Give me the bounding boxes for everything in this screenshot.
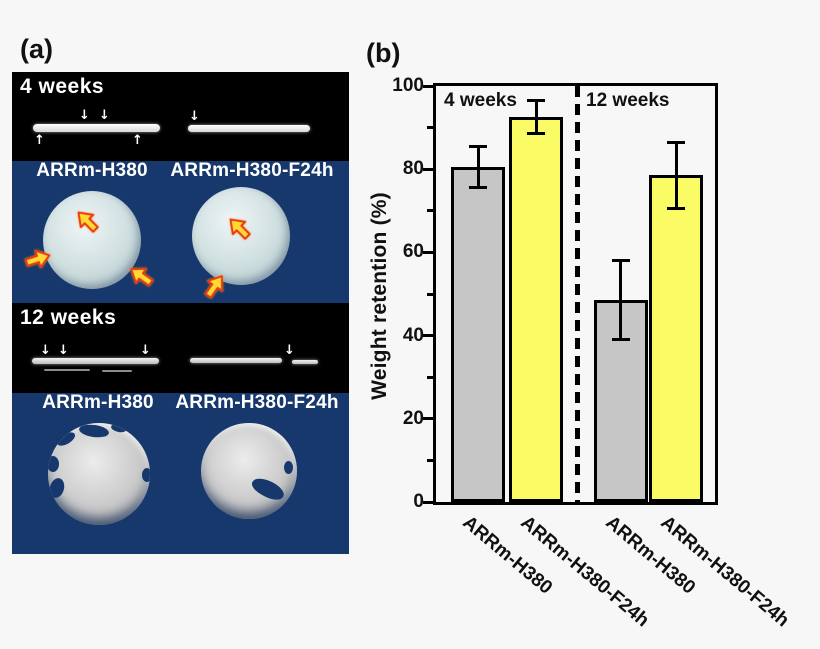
- bar-ARRm-H380: [451, 167, 505, 502]
- disc-arrm-h380-f24h-12w: [201, 423, 297, 519]
- y-axis-minor-tick: [427, 375, 433, 379]
- degradation-hole: [48, 476, 67, 500]
- error-bar-line: [619, 260, 622, 340]
- group-separator-dashed-line: [574, 86, 580, 502]
- error-bar-cap: [667, 207, 685, 211]
- y-axis-major-tick: [423, 417, 433, 421]
- y-axis-major-tick: [423, 84, 433, 88]
- side-view-strip-fragment: [292, 360, 318, 364]
- defect-arrow-icon: [199, 270, 230, 303]
- down-arrow-icon: ↓: [79, 108, 90, 123]
- y-axis-tick-label: 60: [402, 241, 424, 263]
- bar-ARRm-H380-F24h: [649, 175, 703, 502]
- group-label-4-weeks: 4 weeks: [444, 90, 517, 111]
- down-arrow-icon: ↓: [99, 108, 110, 123]
- degradation-hole: [283, 461, 293, 475]
- y-axis-tick-label: 40: [402, 324, 424, 346]
- degradation-hole: [141, 467, 150, 482]
- y-axis-tick-label: 0: [413, 491, 424, 512]
- down-arrow-icon: ↓: [140, 343, 151, 358]
- strip-fragment: [102, 370, 132, 372]
- y-axis-major-tick: [423, 250, 433, 254]
- down-arrow-icon: ↓: [58, 343, 69, 358]
- degradation-hole: [249, 473, 287, 504]
- error-bar-cap: [667, 140, 685, 144]
- side-view-strip-arrm-h380-4w: [33, 124, 160, 132]
- up-arrow-icon: ↑: [132, 133, 143, 148]
- error-bar-line: [534, 100, 538, 134]
- y-axis-minor-tick: [427, 126, 433, 130]
- down-arrow-icon: ↓: [189, 109, 200, 124]
- y-axis-tick-label: 20: [402, 407, 424, 429]
- sample-label-arrm-h380-f24h-4w: ARRm-H380-F24h: [170, 160, 334, 181]
- disc-arrm-h380-4w: [43, 191, 141, 289]
- y-axis-tick-label: 80: [402, 158, 424, 180]
- y-axis-minor-tick: [427, 292, 433, 296]
- panel-a: 4 weeks ↓ ↓ ↑ ↑ ↓ ARRm-H380 ARRm-H380-F2…: [12, 72, 349, 554]
- error-bar-cap: [527, 99, 545, 103]
- error-bar-cap: [527, 132, 545, 136]
- down-arrow-icon: ↓: [40, 343, 51, 358]
- y-axis-major-tick: [423, 167, 433, 171]
- down-arrow-icon: ↓: [284, 343, 295, 358]
- defect-arrow-icon: [125, 260, 158, 291]
- degradation-hole: [77, 423, 110, 440]
- sample-label-arrm-h380-f24h-12w: ARRm-H380-F24h: [175, 392, 339, 413]
- side-view-strip-arrm-h380-f24h-12w: [190, 358, 282, 363]
- error-bar-cap: [469, 144, 487, 148]
- defect-arrow-icon: [223, 212, 256, 245]
- sample-label-arrm-h380-12w: ARRm-H380: [42, 392, 154, 413]
- error-bar-line: [674, 142, 678, 209]
- degradation-hole: [48, 455, 59, 472]
- bar-ARRm-H380-F24h: [509, 117, 563, 502]
- error-bar-cap: [611, 259, 630, 263]
- y-axis-minor-tick: [427, 458, 433, 462]
- panel-b-letter: (b): [366, 38, 401, 68]
- y-axis-tick-label: 100: [392, 75, 424, 96]
- defect-arrow-icon: [23, 245, 54, 272]
- band-12-weeks: 12 weeks ↓ ↓ ↓ ↓: [12, 303, 349, 393]
- side-view-strip-arrm-h380-12w: [32, 358, 159, 364]
- sample-label-arrm-h380-4w: ARRm-H380: [36, 160, 148, 181]
- defect-arrow-icon: [71, 205, 104, 238]
- side-view-strip-arrm-h380-f24h-4w: [188, 125, 310, 132]
- error-bar-cap: [611, 338, 630, 342]
- bar-chart-plot-area: 0 20 40 60 80 100 4 weeks 12 weeks ARRm-H380 ARRm…: [392, 75, 793, 631]
- band-4-weeks: 4 weeks ↓ ↓ ↑ ↑ ↓: [12, 72, 349, 161]
- error-bar-cap: [469, 186, 487, 190]
- disc-arrm-h380-12w: [48, 423, 150, 525]
- y-axis-major-tick: [423, 334, 433, 338]
- band-4-weeks-title: 4 weeks: [20, 75, 105, 98]
- y-axis-major-tick: [423, 500, 433, 504]
- y-axis-minor-tick: [427, 209, 433, 213]
- band-12-weeks-title: 12 weeks: [20, 306, 117, 329]
- degradation-hole: [110, 423, 128, 434]
- up-arrow-icon: ↑: [34, 133, 45, 148]
- error-bar-line: [476, 146, 480, 188]
- panel-a-letter: (a): [20, 34, 53, 64]
- group-label-12-weeks: 12 weeks: [586, 90, 670, 111]
- y-axis-title: Weight retention (%): [368, 192, 391, 400]
- strip-fragment: [44, 369, 90, 371]
- disc-arrm-h380-f24h-4w: [192, 187, 290, 285]
- degradation-hole: [54, 429, 78, 449]
